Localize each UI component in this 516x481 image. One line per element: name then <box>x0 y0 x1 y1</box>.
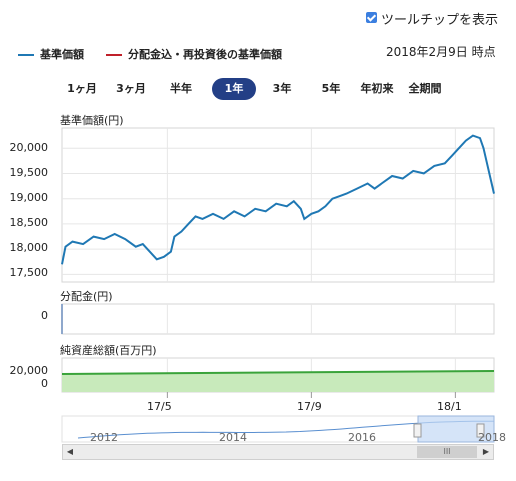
tooltip-checkbox-label[interactable]: ツールチップを表示 <box>381 13 499 28</box>
scroll-right-arrow-icon[interactable]: ▶ <box>482 447 490 456</box>
legend-nav-swatch <box>18 54 34 56</box>
tab-3-months[interactable]: 3ヶ月 <box>116 82 146 95</box>
as-of-date: 2018年2月9日 時点 <box>386 45 496 59</box>
distribution-chart-title: 分配金(円) <box>60 290 113 303</box>
tab-1-year[interactable]: 1年 <box>212 78 256 100</box>
xtick-label: 17/9 <box>297 400 322 413</box>
ytick-label: 18,000 <box>9 241 49 254</box>
ytick-label: 0 <box>41 377 48 390</box>
xtick-label: 17/5 <box>147 400 172 413</box>
main-plot-frame <box>61 127 495 283</box>
navigator-year-label: 2014 <box>219 431 247 444</box>
ytick-label: 20,000 <box>9 141 49 154</box>
tab-3-years[interactable]: 3年 <box>272 82 292 95</box>
tab-1-month[interactable]: 1ヶ月 <box>67 82 97 95</box>
legend-reinvest-label[interactable]: 分配金込・再投資後の基準価額 <box>128 48 282 61</box>
legend-reinvest-swatch <box>106 54 122 56</box>
distribution-plot-frame <box>61 303 495 335</box>
nav-series-line <box>61 134 495 265</box>
legend-nav-label[interactable]: 基準価額 <box>40 48 84 61</box>
ytick-label: 20,000 <box>9 364 49 377</box>
xtick-label: 18/1 <box>437 400 462 413</box>
ytick-label: 19,000 <box>9 191 49 204</box>
navigator-right-handle <box>476 423 485 438</box>
ytick-label: 0 <box>41 309 48 322</box>
navigator-left-handle <box>413 423 422 438</box>
ytick-label: 17,500 <box>9 266 49 279</box>
net-assets-area <box>62 371 494 392</box>
navigator-year-label: 2016 <box>348 431 376 444</box>
ytick-label: 19,500 <box>9 166 49 179</box>
ytick-label: 18,500 <box>9 216 49 229</box>
scroll-left-arrow-icon[interactable]: ◀ <box>66 447 74 456</box>
navigator-scrollbar[interactable]: ◀ III ▶ <box>62 444 494 460</box>
scrollbar-thumb[interactable]: III <box>417 446 477 458</box>
nav-chart-title: 基準価額(円) <box>60 114 124 127</box>
navigator-year-label: 2012 <box>90 431 118 444</box>
tooltip-checkbox[interactable] <box>366 12 377 23</box>
net-assets-line <box>61 370 495 375</box>
tab-year-to-date[interactable]: 年初来 <box>360 82 394 95</box>
tab-half-year[interactable]: 半年 <box>170 82 192 95</box>
tab-all-time[interactable]: 全期間 <box>408 82 442 95</box>
tab-5-years[interactable]: 5年 <box>321 82 341 95</box>
scrollbar-grip-icon: III <box>443 447 451 456</box>
period-tabs: 1ヶ月 3ヶ月 半年 1年 3年 5年 年初来 全期間 <box>60 78 450 100</box>
net-assets-chart-title: 純資産総額(百万円) <box>60 344 157 357</box>
navigator-year-label: 2018 <box>478 431 506 444</box>
